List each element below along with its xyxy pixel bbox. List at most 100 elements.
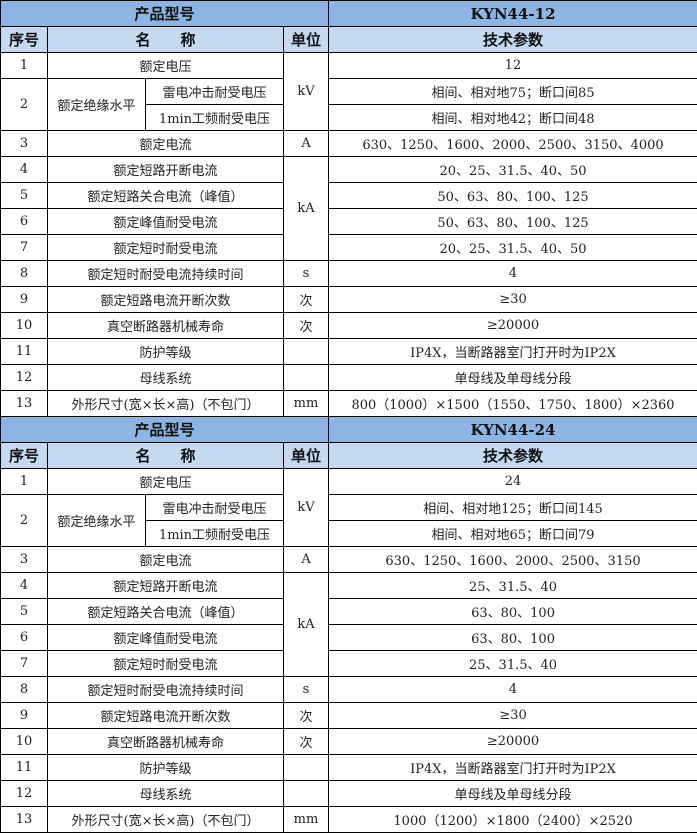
row-value: 24 <box>328 468 697 495</box>
model-row: 产品型号 KYN44-24 <box>0 416 697 443</box>
model-row: 产品型号 KYN44-12 <box>0 0 697 27</box>
row-value: 相间、相对地42；断口间48 <box>328 104 697 131</box>
row-value: 800（1000）×1500（1550、1750、1800）×2360 <box>328 390 697 417</box>
header-no: 序号 <box>0 442 48 469</box>
row-name: 防护等级 <box>47 338 284 365</box>
row-unit: kA <box>282 156 330 261</box>
row-no: 5 <box>0 182 48 209</box>
table-row: 8 额定短时耐受电流持续时间 s 4 <box>0 676 697 703</box>
row-name: 额定峰值耐受电流 <box>47 624 284 651</box>
row-name: 额定短时耐受电流持续时间 <box>47 260 284 287</box>
row-no: 6 <box>0 624 48 651</box>
row-value: ≥20000 <box>328 312 697 339</box>
table-row: 13 外形尺寸(宽×长×高)（不包门） mm 800（1000）×1500（1550、… <box>0 390 697 417</box>
table-row: 1min工频耐受电压 相间、相对地65；断口间79 <box>1 520 697 547</box>
row-name: 额定短时耐受电流 <box>47 650 284 677</box>
row-no: 13 <box>0 806 48 833</box>
row-unit <box>282 754 330 781</box>
table-row: 1min工频耐受电压 相间、相对地42；断口间48 <box>1 104 697 131</box>
table-row: 2 额定绝缘水平 雷电冲击耐受电压 相间、相对地75；断口间85 <box>0 78 697 131</box>
row-name: 额定绝缘水平 <box>47 494 146 547</box>
model-label: 产品型号 <box>0 416 330 443</box>
row-no: 12 <box>0 364 48 391</box>
table-row: 9 额定短路电流开断次数次 ≥30 <box>0 702 697 729</box>
row-value: 1000（1200）×1800（2400）×2520 <box>328 806 697 833</box>
row-no: 7 <box>0 650 48 677</box>
row-value: 单母线及单母线分段 <box>328 364 697 391</box>
row-unit: mm <box>282 390 330 417</box>
table-row: 10 真空断路器机械寿命次 ≥20000 <box>0 312 697 339</box>
row-no: 8 <box>0 676 48 703</box>
table-row: 1 额定电压 kV 12 <box>0 52 697 131</box>
column-header-row: 序号名 称单位 技术参数 <box>0 442 697 469</box>
row-value: 单母线及单母线分段 <box>328 780 697 807</box>
row-name: 母线系统 <box>47 780 284 807</box>
row-name: 外形尺寸(宽×长×高)（不包门） <box>47 390 284 417</box>
row-name: 额定短时耐受电流 <box>47 234 284 261</box>
row-no: 11 <box>0 754 48 781</box>
row-name: 额定短路开断电流 <box>47 572 284 599</box>
row-unit <box>282 364 330 391</box>
row-no: 2 <box>0 78 48 131</box>
row-subname: 1min工频耐受电压 <box>145 104 284 131</box>
row-unit <box>282 780 330 807</box>
row-value: 50、63、80、100、125 <box>328 182 697 209</box>
row-name: 额定短时耐受电流持续时间 <box>47 676 284 703</box>
row-value: 25、31.5、40 <box>328 572 697 599</box>
header-unit: 单位 <box>282 442 330 469</box>
row-unit: 次 <box>282 286 330 313</box>
column-header-row: 序号名 称单位 技术参数 <box>0 26 697 53</box>
row-no: 2 <box>0 494 48 547</box>
row-no: 1 <box>0 468 48 495</box>
table-row: 8 额定短时耐受电流持续时间 s 4 <box>0 260 697 287</box>
row-name: 防护等级 <box>47 754 284 781</box>
row-name: 真空断路器机械寿命 <box>47 312 284 339</box>
row-value: 20、25、31.5、40、50 <box>328 156 697 183</box>
row-subname: 雷电冲击耐受电压 <box>145 494 284 521</box>
row-name: 额定短路电流开断次数 <box>47 702 284 729</box>
row-value: 相间、相对地125；断口间145 <box>328 494 697 521</box>
table-row: 4 额定短路开断电流 kA 20、25、31.5、40、50 <box>0 156 697 261</box>
row-no: 11 <box>0 338 48 365</box>
row-unit: s <box>282 676 330 703</box>
row-value: 63、80、100 <box>328 624 697 651</box>
header-unit: 单位 <box>282 26 330 53</box>
table-row: 6 额定峰值耐受电流 50、63、80、100、125 <box>0 208 697 235</box>
row-no: 13 <box>0 390 48 417</box>
row-value: 50、63、80、100、125 <box>328 208 697 235</box>
model-value: KYN44-12 <box>328 0 697 27</box>
table-row: 11 防护等级 IP4X，当断路器室门打开时为IP2X <box>0 338 697 365</box>
row-name: 额定短路电流开断次数 <box>47 286 284 313</box>
row-unit: s <box>282 260 330 287</box>
spec-table-kyn44-12: 产品型号 KYN44-12 序号名 称单位 技术参数 1 额定电压 kV 12 2 额定绝缘水平雷… <box>0 0 697 417</box>
row-value: 630、1250、1600、2000、2500、3150、4000 <box>328 130 697 157</box>
row-value: ≥20000 <box>328 728 697 755</box>
row-no: 9 <box>0 702 48 729</box>
model-value: KYN44-24 <box>328 416 697 443</box>
row-name: 母线系统 <box>47 364 284 391</box>
header-params: 技术参数 <box>328 26 697 53</box>
row-unit: kA <box>282 572 330 677</box>
row-name: 额定短路关合电流（峰值） <box>47 182 284 209</box>
row-unit: A <box>282 130 330 157</box>
table-row: 12 母线系统 单母线及单母线分段 <box>0 364 697 391</box>
spec-table-kyn44-24: 产品型号 KYN44-24 序号名 称单位 技术参数 1 额定电压 kV 24 2 额定绝缘水平雷… <box>0 416 697 833</box>
row-value: 4 <box>328 676 697 703</box>
row-value: 相间、相对地65；断口间79 <box>328 520 697 547</box>
row-unit: A <box>282 546 330 573</box>
row-unit: 次 <box>282 702 330 729</box>
table-row: 5 额定短路关合电流（峰值） 63、80、100 <box>0 598 697 625</box>
row-name: 额定电流 <box>47 546 284 573</box>
table-row: 5 额定短路关合电流（峰值） 50、63、80、100、125 <box>0 182 697 209</box>
header-no: 序号 <box>0 26 48 53</box>
row-value: 63、80、100 <box>328 598 697 625</box>
table-row: 10 真空断路器机械寿命次 ≥20000 <box>0 728 697 755</box>
row-unit: 次 <box>282 728 330 755</box>
row-name: 真空断路器机械寿命 <box>47 728 284 755</box>
row-value: 12 <box>328 52 697 79</box>
row-no: 4 <box>0 156 48 183</box>
row-value: 4 <box>328 260 697 287</box>
table-row: 13 外形尺寸(宽×长×高)（不包门） mm 1000（1200）×1800（2400… <box>0 806 697 833</box>
row-value: 630、1250、1600、2000、2500、3150 <box>328 546 697 573</box>
table-row: 11 防护等级 IP4X，当断路器室门打开时为IP2X <box>0 754 697 781</box>
